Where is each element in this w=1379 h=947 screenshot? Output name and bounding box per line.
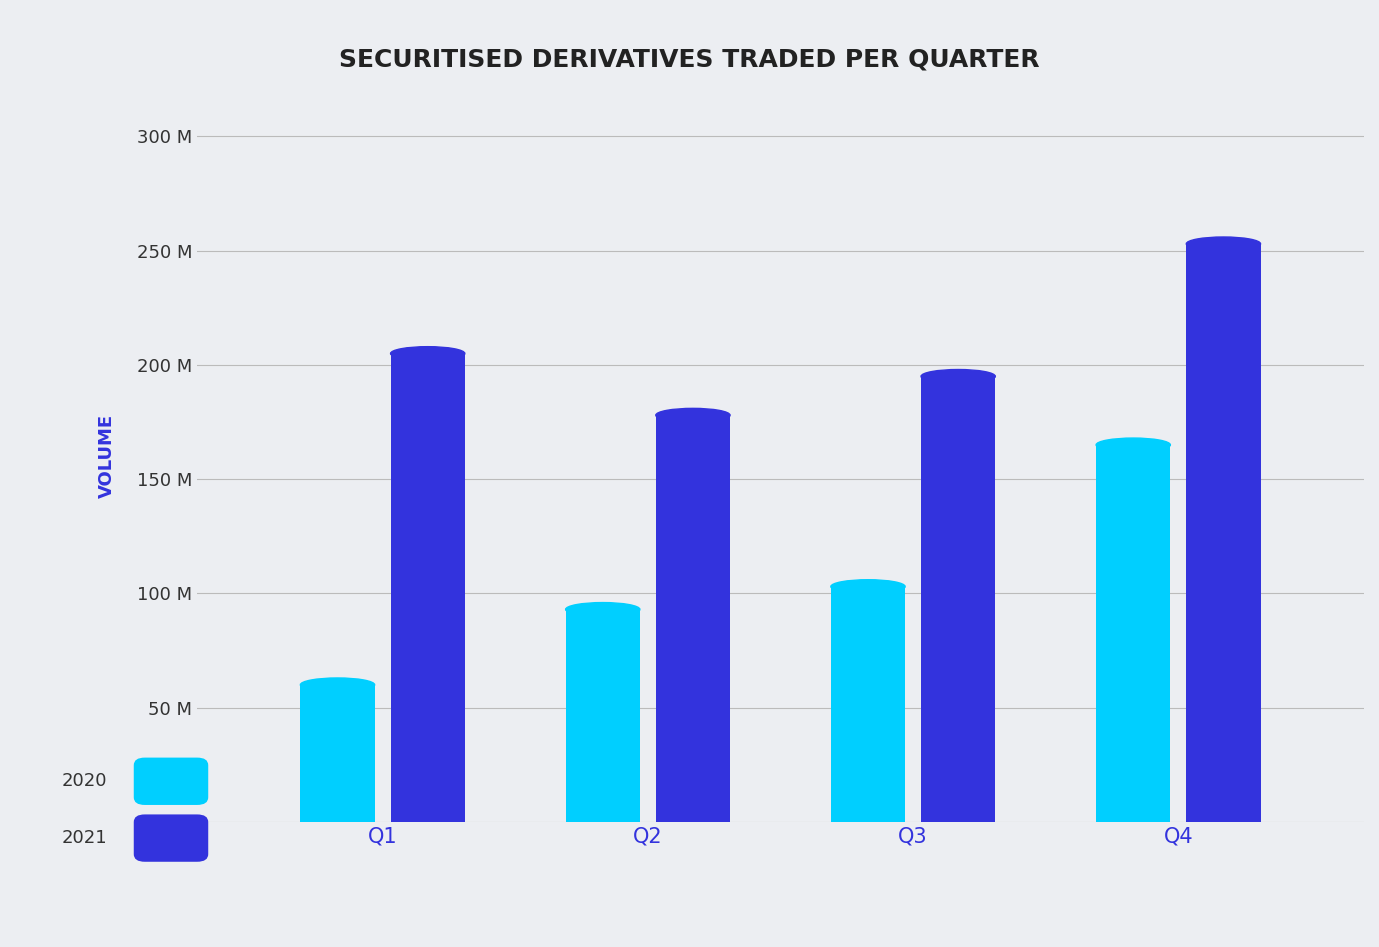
- Bar: [390, 353, 465, 822]
- Ellipse shape: [656, 408, 729, 422]
- Ellipse shape: [301, 678, 375, 691]
- Ellipse shape: [921, 369, 996, 384]
- Ellipse shape: [565, 602, 640, 616]
- Ellipse shape: [390, 347, 465, 361]
- Bar: [832, 586, 905, 822]
- Text: 2021: 2021: [62, 829, 108, 848]
- Ellipse shape: [832, 580, 905, 594]
- Bar: [301, 685, 375, 822]
- Text: 2020: 2020: [62, 772, 108, 791]
- Y-axis label: VOLUME: VOLUME: [98, 414, 116, 498]
- Bar: [1186, 243, 1260, 822]
- Bar: [1096, 445, 1171, 822]
- Bar: [921, 376, 996, 822]
- Bar: [565, 610, 640, 822]
- Ellipse shape: [1096, 438, 1171, 452]
- Ellipse shape: [1186, 237, 1260, 251]
- Bar: [656, 415, 729, 822]
- Text: SECURITISED DERIVATIVES TRADED PER QUARTER: SECURITISED DERIVATIVES TRADED PER QUART…: [339, 47, 1040, 71]
